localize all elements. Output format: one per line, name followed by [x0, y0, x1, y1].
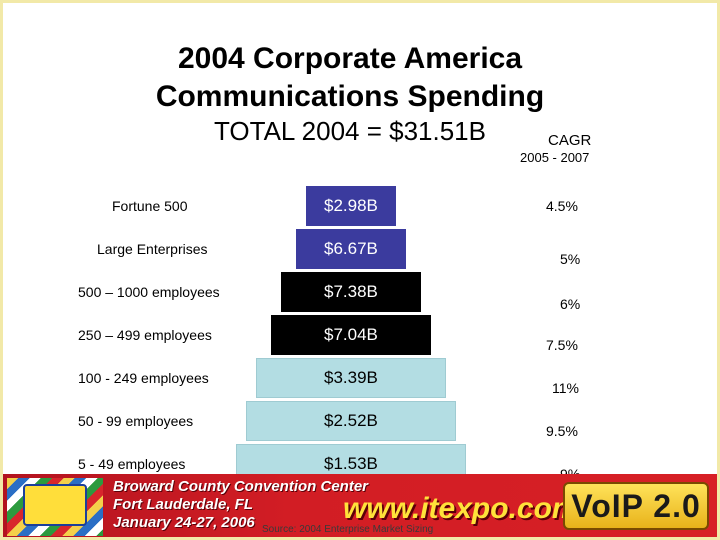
banner-url[interactable]: www.itexpo.com: [343, 492, 579, 525]
slide-title-line2: Communications Spending: [155, 80, 545, 113]
segment-cagr-1: 4.5%: [546, 198, 578, 214]
segment-value-1: $2.98B: [324, 196, 378, 215]
segment-value-7: $1.53B: [324, 454, 378, 473]
segment-cagr-2: 5%: [560, 251, 581, 267]
cagr-years: 2005 - 2007: [520, 150, 590, 165]
cagr-header: CAGR: [548, 132, 592, 149]
segment-label-4: 250 – 499 employees: [78, 327, 212, 343]
event-banner: Broward County Convention Center Fort La…: [3, 474, 717, 537]
segment-label-1: Fortune 500: [112, 198, 188, 214]
banner-city: Fort Lauderdale, FL: [113, 496, 254, 513]
banner-venue: Broward County Convention Center: [113, 478, 369, 495]
segment-cagr-3: 6%: [560, 296, 581, 312]
segment-label-5: 100 - 249 employees: [78, 370, 209, 386]
total-spending: TOTAL 2004 = $31.51B: [214, 116, 486, 146]
segment-value-4: $7.04B: [324, 325, 378, 344]
segment-value-5: $3.39B: [324, 368, 378, 387]
segment-bar-6: [246, 401, 456, 441]
slide-title-line1: 2004 Corporate America: [177, 42, 523, 75]
source-note: Source: 2004 Enterprise Market Sizing: [262, 524, 434, 535]
segment-value-6: $2.52B: [324, 411, 378, 430]
banner-dates: January 24-27, 2006: [113, 514, 255, 531]
segment-value-3: $7.38B: [324, 282, 378, 301]
segment-cagr-5: 11%: [552, 380, 579, 396]
voip-badge: VoIP 2.0: [563, 482, 709, 530]
segment-bar-4: [271, 315, 431, 355]
segment-bar-1: [306, 186, 396, 226]
segment-label-3: 500 – 1000 employees: [78, 284, 220, 300]
segment-value-2: $6.67B: [324, 239, 378, 258]
segment-bar-2: [296, 229, 406, 269]
expo-logo-icon: [23, 484, 87, 526]
segment-bar-3: [281, 272, 421, 312]
segment-bar-5: [256, 358, 446, 398]
segment-cagr-6: 9.5%: [546, 423, 578, 439]
segment-label-6: 50 - 99 employees: [78, 413, 194, 429]
segment-cagr-4: 7.5%: [546, 337, 578, 353]
segment-label-7: 5 - 49 employees: [78, 456, 186, 472]
segment-label-2: Large Enterprises: [97, 241, 208, 257]
